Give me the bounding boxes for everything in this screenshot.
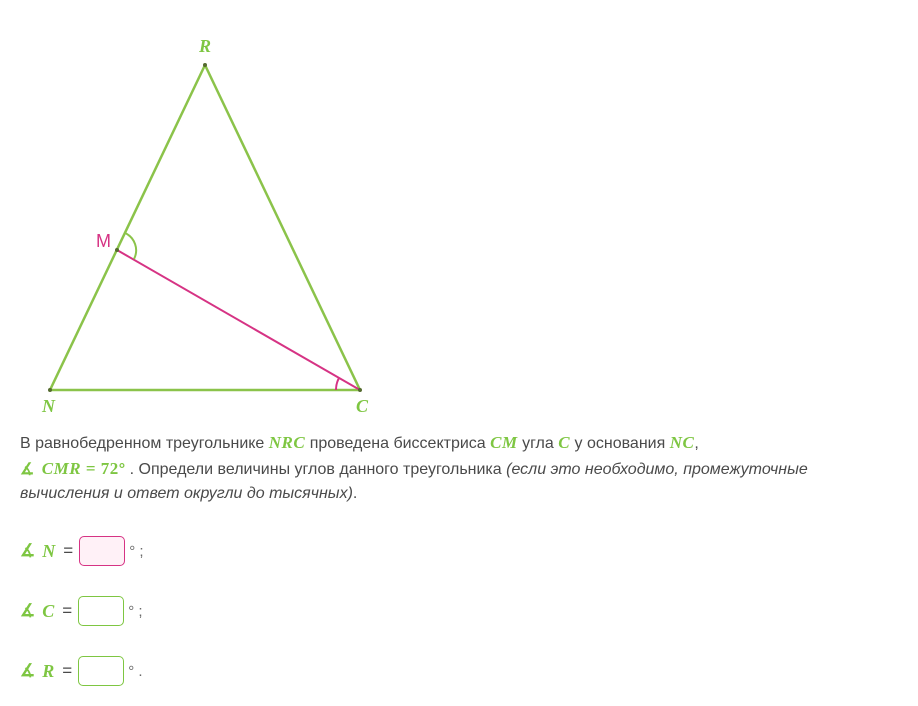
bisector-cm	[117, 250, 360, 390]
bisector-name: CM	[490, 433, 517, 452]
text-fragment: проведена биссектриса	[310, 435, 490, 452]
angle-symbol: ∡	[20, 461, 39, 478]
angle-n-label: N	[42, 541, 55, 562]
angle-cmr-value: 72	[101, 459, 119, 478]
vertex-c-label: C	[356, 396, 369, 416]
angle-r-label: R	[42, 661, 54, 682]
equals-sign: =	[81, 459, 101, 478]
equals-sign: =	[62, 661, 72, 681]
degree-symbol: °	[119, 461, 125, 478]
vertex-c-dot	[358, 388, 362, 392]
equals-sign: =	[63, 541, 73, 561]
text-fragment: .	[353, 485, 357, 502]
angle-symbol: ∡	[20, 661, 35, 681]
text-fragment: В равнобедренном треугольнике	[20, 435, 269, 452]
vertex-n-label: N	[41, 396, 56, 416]
triangle-name: NRC	[269, 433, 305, 452]
angle-symbol: ∡	[20, 541, 35, 561]
angle-arc-c	[336, 378, 339, 390]
answer-row-c: ∡ C = ° ;	[20, 596, 898, 626]
vertex-m-label: M	[96, 231, 111, 251]
angle-r-input[interactable]	[78, 656, 124, 686]
triangle-diagram: R N C M	[20, 20, 380, 420]
vertex-r-dot	[203, 63, 207, 67]
angle-c-input[interactable]	[78, 596, 124, 626]
text-fragment: ,	[694, 435, 698, 452]
text-fragment: у основания	[575, 435, 670, 452]
vertex-m-dot	[115, 248, 119, 252]
vertex-n-dot	[48, 388, 52, 392]
suffix-text: ° .	[128, 663, 142, 680]
angle-cmr-name: CMR	[42, 459, 81, 478]
side-cr	[205, 65, 360, 390]
angle-n-input[interactable]	[79, 536, 125, 566]
angle-vertex: C	[558, 433, 570, 452]
suffix-text: ° ;	[128, 603, 142, 620]
angle-c-label: C	[42, 601, 54, 622]
angle-symbol: ∡	[20, 601, 35, 621]
text-fragment: . Определи величины углов данного треуго…	[130, 461, 506, 478]
side-rn	[50, 65, 205, 390]
base-name: NC	[670, 433, 695, 452]
text-fragment: угла	[522, 435, 558, 452]
vertex-r-label: R	[198, 36, 211, 56]
problem-statement: В равнобедренном треугольнике NRC провед…	[20, 430, 898, 506]
suffix-text: ° ;	[129, 543, 143, 560]
answer-row-r: ∡ R = ° .	[20, 656, 898, 686]
answer-row-n: ∡ N = ° ;	[20, 536, 898, 566]
equals-sign: =	[62, 601, 72, 621]
diagram-svg: R N C M	[20, 20, 380, 420]
